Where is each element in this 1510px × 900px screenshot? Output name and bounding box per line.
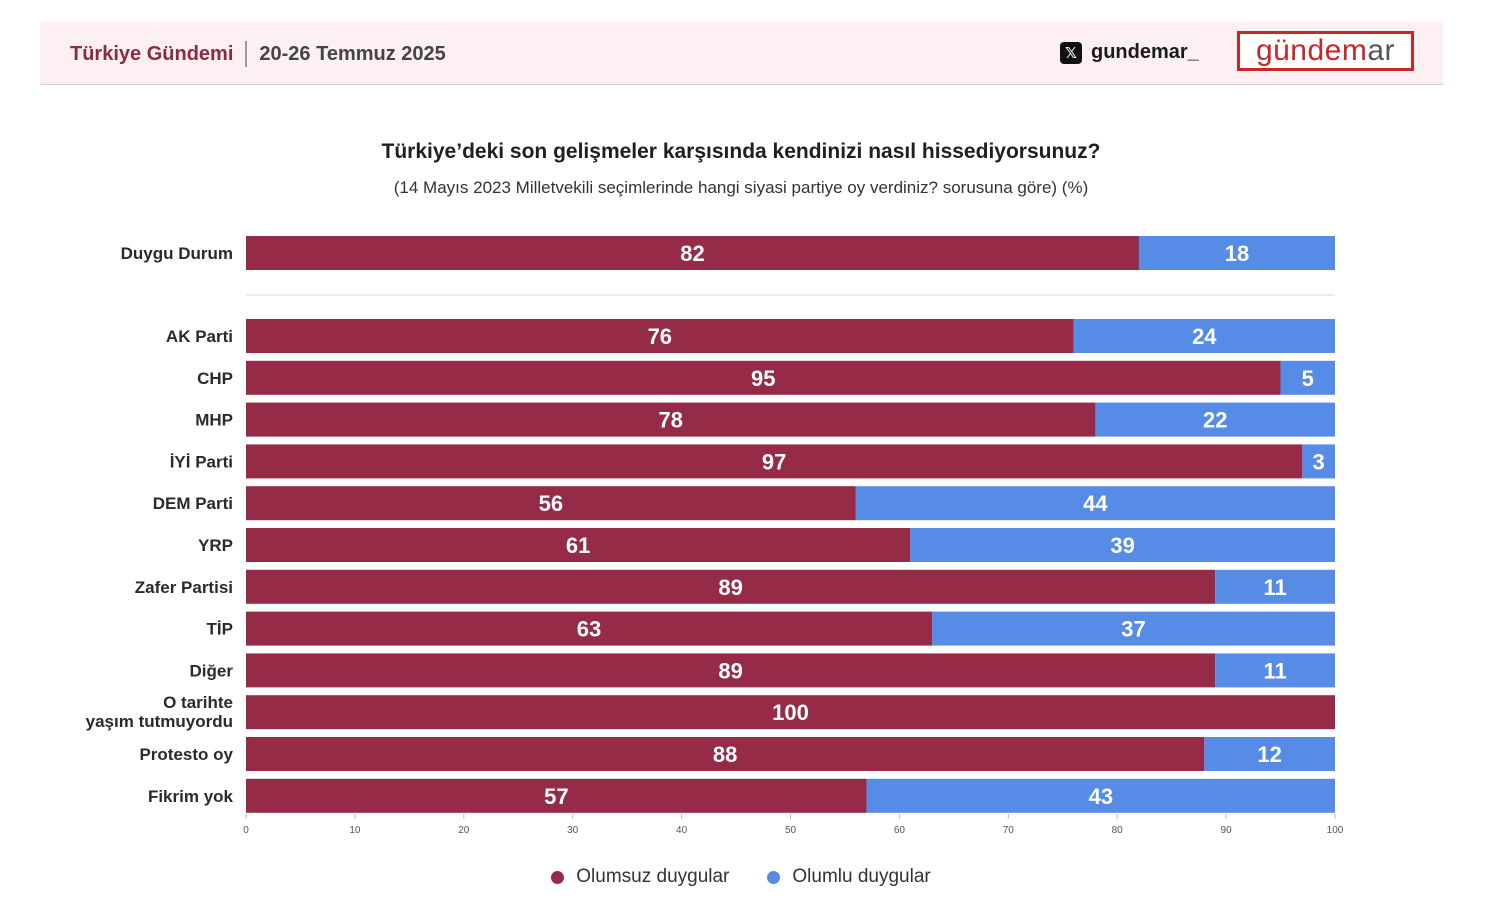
category-label: MHP — [195, 411, 233, 430]
data-label: 22 — [1203, 408, 1227, 433]
data-label: 76 — [648, 324, 672, 349]
bar-negative — [246, 236, 1139, 270]
bar-positive — [1215, 653, 1335, 688]
bar-negative — [246, 778, 867, 813]
category-label: Diğer — [190, 661, 234, 680]
x-tick-label: 20 — [458, 825, 470, 836]
data-label: 43 — [1089, 784, 1113, 809]
bar-negative — [246, 360, 1281, 395]
x-tick-label: 80 — [1112, 825, 1124, 836]
category-label: DEM Parti — [153, 494, 233, 513]
bar-negative — [246, 653, 1216, 688]
category-label: Fikrim yok — [148, 787, 234, 806]
bar-negative — [246, 737, 1205, 771]
category-label: AK Parti — [166, 327, 233, 346]
legend-item-positive: Olumlu duygular — [767, 866, 931, 888]
bar-positive — [1073, 319, 1335, 353]
data-label: 39 — [1110, 533, 1134, 558]
category-label: Protesto oy — [139, 745, 233, 764]
legend-label-positive: Olumlu duygular — [792, 866, 931, 887]
data-label: 44 — [1083, 491, 1108, 516]
data-label: 63 — [577, 617, 601, 642]
data-label: 78 — [658, 408, 682, 433]
bar-positive — [932, 611, 1335, 646]
data-label: 95 — [751, 366, 775, 391]
data-label: 89 — [718, 575, 742, 600]
data-label: 88 — [713, 742, 737, 767]
category-label: İYİ Parti — [170, 452, 233, 471]
legend-item-negative: Olumsuz duygular — [551, 866, 729, 888]
data-label: 12 — [1257, 742, 1281, 767]
x-tick-label: 10 — [349, 825, 361, 836]
bar-negative — [246, 402, 1096, 437]
bar-positive — [855, 486, 1335, 521]
header-divider — [245, 41, 248, 67]
legend-label-negative: Olumsuz duygular — [576, 866, 730, 887]
bar-negative — [246, 611, 933, 646]
x-tick-label: 0 — [243, 825, 249, 836]
bar-negative — [246, 486, 856, 521]
bar-positive — [1280, 360, 1335, 395]
bar-positive — [1215, 569, 1335, 604]
data-label: 100 — [772, 700, 809, 725]
bar-positive — [1302, 444, 1335, 479]
data-label: 61 — [566, 533, 590, 558]
x-handle[interactable]: 𝕏 gundemar_ — [1060, 41, 1199, 64]
bar-positive — [866, 778, 1335, 813]
x-tick-label: 50 — [785, 825, 797, 836]
data-label: 56 — [539, 491, 563, 516]
x-handle-text: gundemar_ — [1091, 41, 1199, 63]
data-label: 82 — [680, 241, 704, 266]
bar-negative — [246, 444, 1303, 479]
data-label: 97 — [762, 449, 786, 474]
data-label: 89 — [718, 658, 742, 683]
bar-positive — [1204, 737, 1335, 771]
x-tick-label: 90 — [1221, 825, 1233, 836]
category-label: Duygu Durum — [121, 244, 233, 263]
chart-title: Türkiye’deki son gelişmeler karşısında k… — [381, 140, 1101, 163]
header-date: 20-26 Temmuz 2025 — [259, 42, 446, 65]
bar-positive — [1138, 236, 1335, 270]
bar-positive — [910, 528, 1335, 562]
x-tick-label: 100 — [1327, 825, 1344, 836]
category-label: Zafer Partisi — [135, 578, 233, 597]
x-logo-icon: 𝕏 — [1060, 41, 1082, 64]
x-tick-label: 30 — [567, 825, 579, 836]
bar-positive — [1095, 402, 1335, 437]
chart-subtitle: (14 Mayıs 2023 Milletvekili seçimlerinde… — [393, 178, 1089, 197]
legend-dot-negative — [551, 870, 565, 884]
data-label: 37 — [1121, 617, 1145, 642]
category-label: YRP — [198, 536, 233, 555]
bar-negative — [246, 569, 1216, 604]
data-label: 3 — [1313, 449, 1325, 474]
data-label: 57 — [544, 784, 568, 809]
chart-legend: Olumsuz duygular Olumlu duygular — [0, 866, 1482, 888]
header-bar: Türkiye Gündemi 20-26 Temmuz 2025 𝕏 gund… — [40, 21, 1443, 85]
category-label: O tarihte yaşım tutmuyordu — [86, 693, 233, 731]
x-tick-label: 70 — [1003, 825, 1015, 836]
data-label: 18 — [1225, 241, 1249, 266]
data-label: 11 — [1263, 658, 1286, 683]
header-brand: Türkiye Gündemi 20-26 Temmuz 2025 — [70, 41, 446, 67]
data-label: 24 — [1192, 324, 1217, 349]
data-label: 5 — [1302, 366, 1314, 391]
logo-main-text: gündem — [1255, 34, 1368, 67]
category-label: TİP — [207, 620, 233, 639]
category-label: CHP — [197, 369, 233, 388]
legend-dot-positive — [767, 870, 781, 884]
header-title: Türkiye Gündemi — [70, 42, 234, 65]
bar-negative — [246, 319, 1074, 353]
bar-negative — [246, 528, 911, 562]
logo-tail-text: ar — [1367, 34, 1396, 67]
x-tick-label: 40 — [676, 825, 688, 836]
bar-negative — [246, 695, 1335, 730]
data-label: 11 — [1263, 575, 1286, 600]
gundemar-logo: gündem ar — [1237, 31, 1414, 71]
x-tick-label: 60 — [894, 825, 906, 836]
